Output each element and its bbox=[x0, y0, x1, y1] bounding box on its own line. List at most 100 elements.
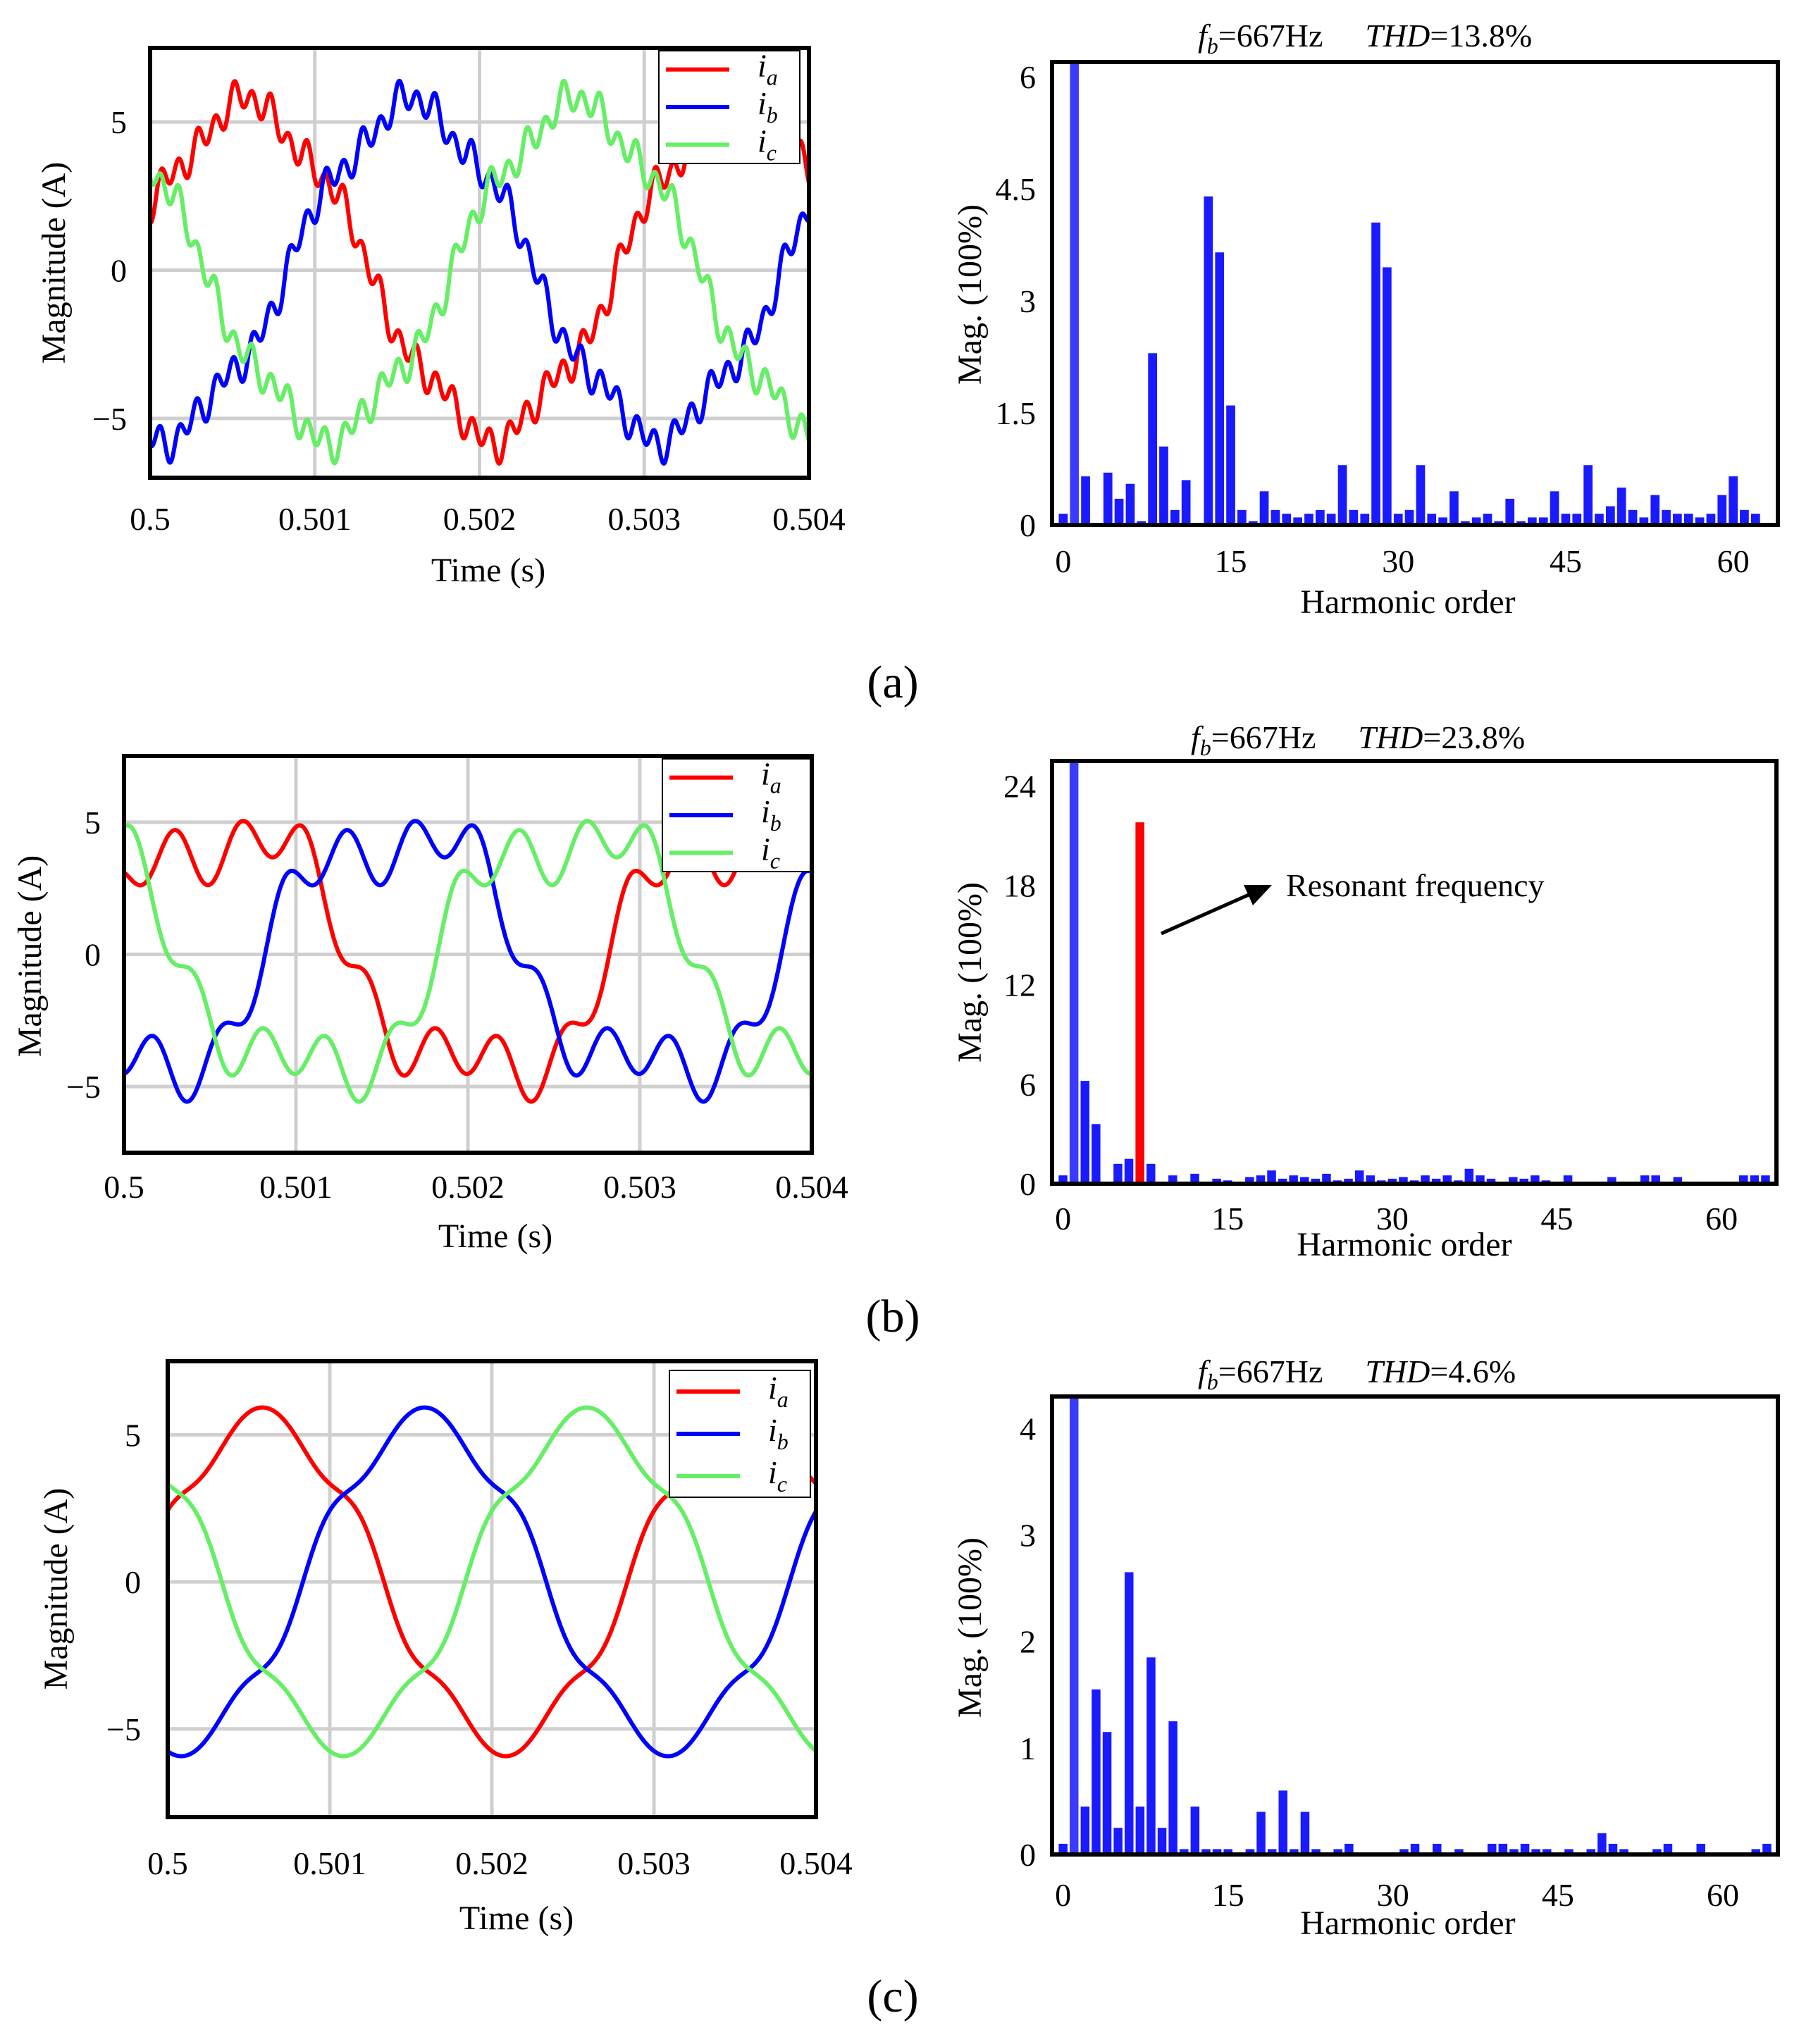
plot-frame bbox=[122, 754, 814, 1155]
harmonic-bar bbox=[1304, 514, 1313, 525]
harmonic-bar bbox=[1652, 1849, 1662, 1854]
harmonic-bar bbox=[1058, 514, 1068, 525]
harmonic-bar bbox=[1226, 405, 1235, 525]
harmonic-bar bbox=[1520, 1843, 1530, 1854]
y-axis-label: Magnitude (A) bbox=[35, 162, 73, 364]
thd-value: =4.6% bbox=[1430, 1354, 1516, 1389]
harmonic-bar bbox=[1124, 1158, 1134, 1184]
x-tick-labels: 0 15 30 45 60 bbox=[1055, 1877, 1739, 1913]
harmonic-bar bbox=[1583, 465, 1593, 525]
legend-label-ic: ic bbox=[758, 123, 777, 165]
series-line-ic bbox=[123, 819, 813, 1104]
harmonic-bar bbox=[1223, 1849, 1232, 1854]
x-tick-label: 0.5 bbox=[104, 1169, 144, 1205]
harmonic-bar bbox=[1761, 1175, 1770, 1184]
harmonic-bar bbox=[1311, 1849, 1321, 1854]
plot-frame bbox=[1050, 60, 1780, 527]
y-tick-label: 1 bbox=[1020, 1730, 1036, 1766]
harmonic-bar bbox=[1326, 514, 1336, 525]
x-tick-labels: 0 15 30 45 60 bbox=[1055, 543, 1749, 579]
series-line-ib bbox=[148, 78, 810, 466]
harmonic-bar bbox=[1538, 517, 1548, 525]
y-tick-label: 3 bbox=[1020, 283, 1036, 319]
panel-label-a: (a) bbox=[867, 657, 918, 708]
harmonic-bar bbox=[1519, 1178, 1528, 1184]
resonance-bar bbox=[1135, 822, 1144, 1184]
harmonic-bar bbox=[1486, 1178, 1496, 1184]
harmonic-bar bbox=[1640, 1175, 1650, 1184]
fb-value: =667Hz bbox=[1211, 719, 1316, 755]
harmonic-bar bbox=[1531, 1175, 1540, 1184]
y-tick-label: 4 bbox=[1020, 1411, 1036, 1447]
series-line-ib bbox=[166, 1405, 818, 1759]
harmonic-bar bbox=[1683, 514, 1693, 525]
legend-label-ib: ib bbox=[761, 793, 781, 836]
harmonic-bar bbox=[1483, 514, 1492, 525]
y-tick-labels: 5 0 −5 bbox=[92, 104, 127, 437]
harmonic-bar bbox=[1333, 1849, 1342, 1854]
plot-frame bbox=[148, 46, 811, 480]
harmonic-bar bbox=[1695, 517, 1705, 525]
harmonic-bar bbox=[1316, 509, 1325, 525]
harmonic-bar bbox=[1146, 1163, 1156, 1184]
x-tick-label: 0.502 bbox=[431, 1169, 505, 1205]
harmonic-bar bbox=[1293, 517, 1302, 525]
harmonic-bar bbox=[1157, 1828, 1167, 1854]
harmonic-bar bbox=[1371, 222, 1380, 525]
legend-label-ic: ic bbox=[761, 831, 780, 873]
x-tick-label: 0.503 bbox=[603, 1169, 676, 1205]
harmonic-bar bbox=[1337, 465, 1347, 525]
harmonic-bar bbox=[1125, 483, 1135, 525]
harmonic-bar bbox=[1608, 1843, 1618, 1854]
x-tick-label: 0.502 bbox=[443, 501, 517, 537]
x-tick-label: 15 bbox=[1211, 1201, 1244, 1237]
harmonic-bar bbox=[1344, 1843, 1354, 1854]
harmonic-bar bbox=[1750, 1175, 1760, 1184]
y-axis-label: Magnitude (A) bbox=[11, 855, 49, 1058]
legend-label-ia: ia bbox=[761, 756, 781, 798]
y-tick-label: 4.5 bbox=[996, 171, 1037, 207]
harmonic-bar bbox=[1278, 1178, 1287, 1184]
harmonic-bar bbox=[1498, 1843, 1508, 1854]
y-tick-label: 24 bbox=[1003, 768, 1036, 804]
x-tick-label: 0.503 bbox=[608, 501, 681, 537]
harmonic-bar bbox=[1616, 488, 1626, 525]
harmonic-bar bbox=[1245, 1177, 1254, 1184]
harmonic-bars bbox=[1058, 62, 1760, 525]
harmonic-bar bbox=[1454, 1849, 1464, 1854]
y-axis-label: Mag. (100%) bbox=[951, 1537, 989, 1718]
x-tick-labels: 0.5 0.501 0.502 0.503 0.504 bbox=[130, 501, 846, 537]
harmonic-bar bbox=[1639, 517, 1649, 525]
harmonic-bar bbox=[1125, 1572, 1134, 1854]
y-tick-labels: 0 1.5 3 4.5 6 bbox=[996, 59, 1037, 543]
harmonic-bar bbox=[1256, 1811, 1266, 1854]
harmonic-bar bbox=[1471, 517, 1481, 525]
thd-value: =13.8% bbox=[1430, 18, 1532, 54]
harmonic-bar bbox=[1113, 1163, 1123, 1184]
harmonic-bar bbox=[1114, 498, 1124, 525]
x-tick-labels: 0.5 0.501 0.502 0.503 0.504 bbox=[147, 1845, 853, 1881]
harmonic-bar bbox=[1204, 196, 1213, 525]
y-tick-label: −5 bbox=[66, 1069, 101, 1105]
harmonic-bar bbox=[1387, 1178, 1397, 1184]
x-tick-label: 60 bbox=[1717, 543, 1750, 579]
harmonic-bar bbox=[1300, 1811, 1310, 1854]
harmonic-bars bbox=[1058, 761, 1770, 1184]
legend-label-ia: ia bbox=[758, 48, 778, 90]
harmonic-bar bbox=[1696, 1843, 1705, 1854]
resonance-annotation: Resonant frequency bbox=[1160, 867, 1545, 936]
harmonic-bar bbox=[1300, 1177, 1309, 1184]
harmonic-bar bbox=[1561, 514, 1571, 525]
y-tick-label: 6 bbox=[1020, 59, 1036, 95]
x-axis-label: Time (s) bbox=[438, 1218, 552, 1255]
y-tick-label: 6 bbox=[1020, 1067, 1036, 1103]
harmonic-bar bbox=[1505, 498, 1515, 525]
harmonic-bar bbox=[1606, 506, 1615, 525]
harmonic-bar bbox=[1404, 509, 1414, 525]
harmonic-bar bbox=[1543, 1849, 1552, 1854]
harmonic-bar bbox=[1322, 1173, 1331, 1184]
harmonic-bar bbox=[1168, 1175, 1177, 1184]
harmonic-bar bbox=[1393, 514, 1403, 525]
y-tick-label: 0 bbox=[1020, 1837, 1036, 1873]
harmonic-bar bbox=[1673, 1177, 1683, 1184]
